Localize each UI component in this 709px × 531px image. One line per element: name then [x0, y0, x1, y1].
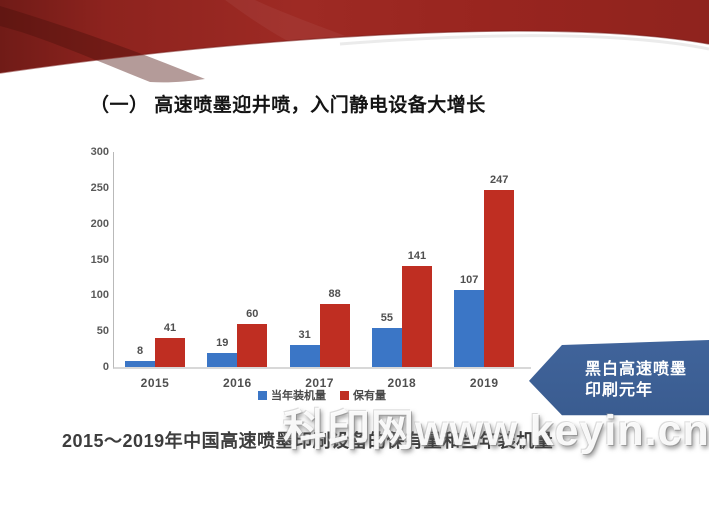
y-axis-tick-label: 200 [90, 217, 109, 230]
callout-banner: 黑白高速喷墨 印刷元年 [529, 338, 709, 416]
watermark: 科印网www.keyin.cn [283, 407, 709, 455]
y-axis-tick-label: 100 [90, 289, 109, 302]
x-axis-label: 2015 [140, 376, 170, 390]
callout-banner-line2: 印刷元年 [585, 382, 654, 399]
y-axis-tick-label: 0 [102, 361, 109, 373]
bar-series-0-2015 [125, 361, 155, 367]
bar-series-1-2019 [484, 189, 515, 367]
bar-series-1-2017 [319, 303, 350, 367]
bar-value-label: 8 [136, 345, 144, 358]
legend-item: 保有量 [340, 387, 386, 403]
bar-value-label: 141 [407, 249, 427, 262]
y-axis-tick-label: 50 [96, 325, 109, 338]
legend-swatch [258, 390, 267, 400]
bar-series-1-2016 [237, 324, 268, 367]
y-axis-tick-label: 250 [90, 181, 109, 194]
x-axis-label: 2016 [222, 376, 252, 390]
callout-banner-line1: 黑白高速喷墨 [585, 361, 688, 378]
bar-value-label: 55 [380, 311, 394, 324]
legend-swatch [340, 390, 349, 400]
x-axis-label: 2017 [305, 376, 334, 390]
x-axis-label: 2019 [469, 376, 499, 390]
bar-value-label: 247 [490, 173, 509, 186]
bar-series-1-2015 [155, 337, 185, 367]
header-ribbon-graphic [0, 0, 709, 83]
bar-series-1-2018 [401, 265, 432, 367]
bar-series-0-2019 [454, 290, 485, 367]
bar-series-0-2016 [207, 353, 238, 367]
legend-label: 当年装机量 [271, 390, 326, 402]
bar-value-label: 31 [298, 328, 311, 341]
slide-title: （一） 高速喷墨迎井喷，入门静电设备大增长 [90, 95, 486, 116]
bar-series-0-2018 [371, 327, 402, 367]
chart-legend: 当年装机量 保有量 [258, 387, 386, 403]
y-axis-ticks: 0 50 100 150 200 250 300 [83, 146, 109, 406]
y-axis-tick-label: 150 [90, 253, 109, 266]
bar-value-label: 107 [460, 274, 479, 287]
bar-series-0-2017 [289, 344, 320, 367]
y-axis-tick-label: 300 [90, 146, 109, 158]
bar-value-label: 19 [216, 337, 229, 350]
callout-banner-arrow-shape [529, 340, 709, 416]
x-axis-label: 2018 [387, 376, 417, 390]
chart-caption: 2015～2019年中国高速喷墨印刷设备的保有量和当年装机量 [62, 431, 554, 451]
bar-value-label: 60 [246, 308, 259, 320]
legend-label: 保有量 [353, 390, 386, 402]
legend-item: 当年装机量 [258, 387, 326, 403]
bar-value-label: 41 [163, 321, 177, 334]
callout-banner-text: 黑白高速喷墨 印刷元年 [585, 359, 687, 401]
chart-plot-area: 8 41 2015 19 60 2016 31 88 2017 55 141 2018 107 247 20… [113, 152, 531, 390]
bar-chart: 0 50 100 150 200 250 300 8 41 2015 19 60 2016 31 88 20… [83, 146, 553, 406]
bar-value-label: 88 [328, 287, 341, 300]
